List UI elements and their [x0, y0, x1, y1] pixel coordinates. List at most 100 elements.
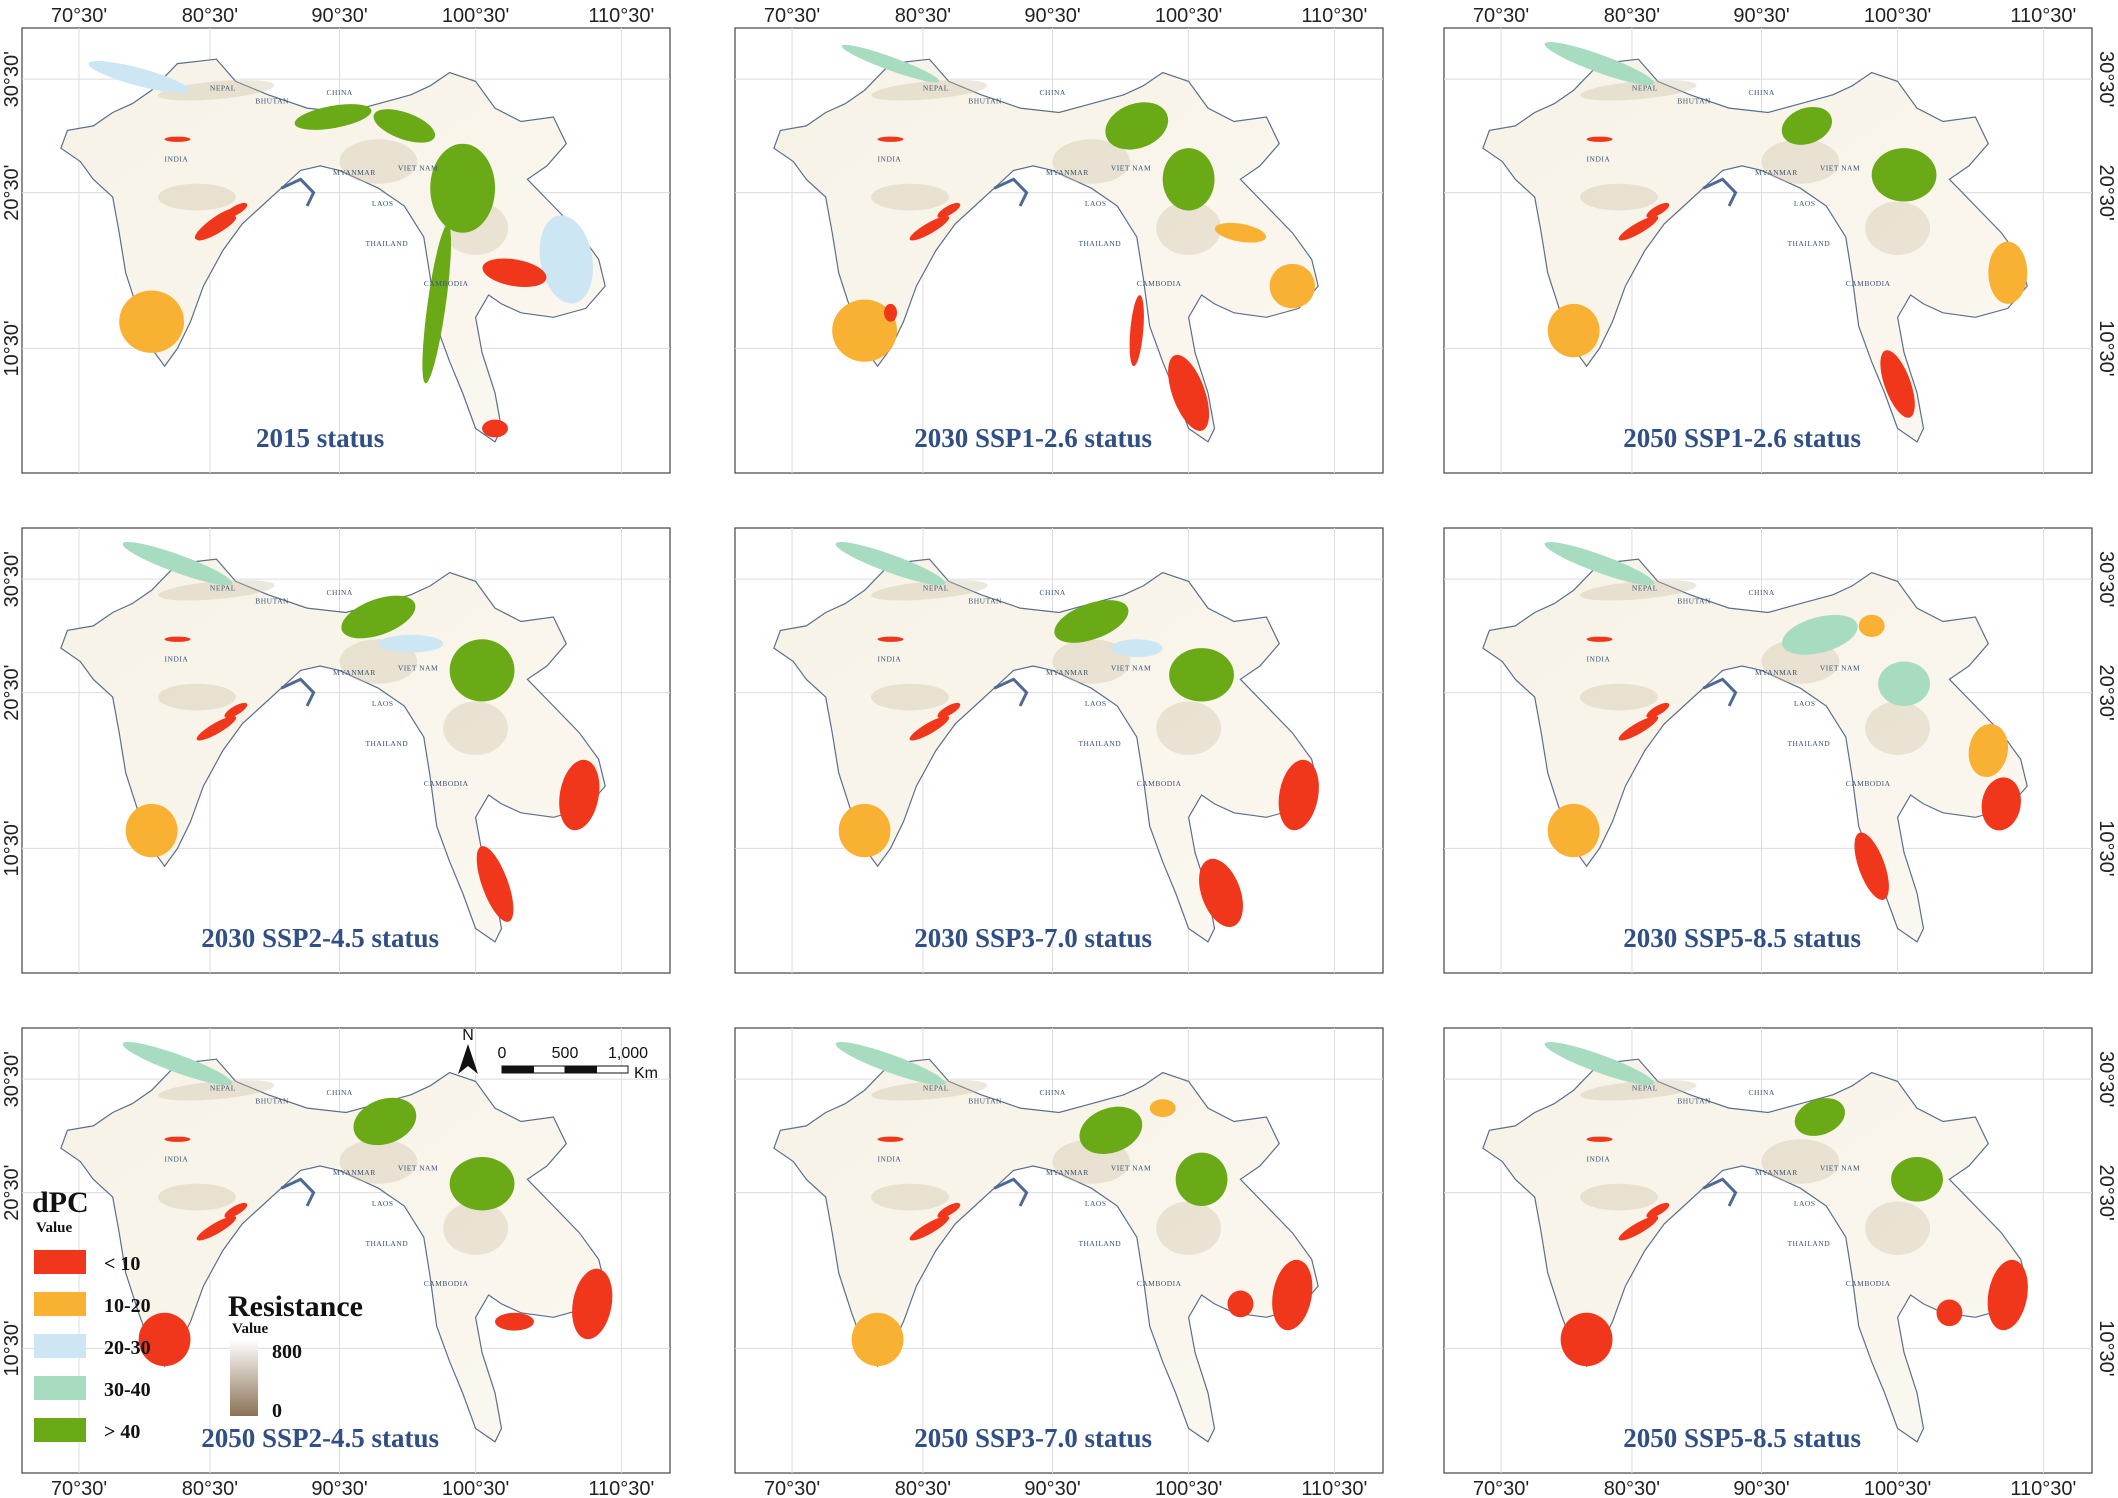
country-label: CHINA — [1749, 88, 1775, 97]
resistance-texture — [158, 580, 275, 601]
country-label: LAOS — [372, 199, 394, 208]
country-label: THAILAND — [1078, 239, 1121, 248]
country-label: VIET NAM — [1820, 663, 1860, 672]
country-label: CHINA — [1749, 588, 1775, 597]
country-label: LAOS — [372, 699, 394, 708]
longitude-label-bottom: 90°30' — [1024, 1478, 1080, 1498]
longitude-label-top: 80°30' — [182, 5, 238, 27]
dpc-patch — [294, 104, 372, 130]
resistance-texture — [158, 1080, 275, 1101]
resistance-texture — [339, 139, 418, 184]
country-label: INDIA — [878, 155, 902, 164]
coastline-delta — [993, 177, 1029, 207]
dpc-patch — [937, 702, 961, 718]
map-panel: NEPAL BHUTAN CHINA INDIA MYANMAR VIET NAM LAOS… — [1443, 27, 2093, 474]
dpc-patch — [122, 541, 233, 586]
dpc-patch — [572, 1268, 613, 1340]
longitude-label-top: 110°30' — [1301, 5, 1367, 27]
country-label: MYANMAR — [1046, 668, 1089, 677]
coastline-delta — [1702, 677, 1738, 707]
resistance-texture — [871, 683, 949, 711]
map-panel: NEPAL BHUTAN CHINA INDIA MYANMAR VIET NAM LAOS… — [1443, 1027, 2093, 1474]
country-label: BHUTAN — [255, 597, 289, 606]
dpc-patch — [224, 702, 248, 718]
country-label: BHUTAN — [255, 1097, 289, 1106]
resistance-texture — [158, 683, 236, 711]
resistance-texture — [1156, 1201, 1221, 1255]
country-label: CHINA — [1040, 88, 1066, 97]
country-label: LAOS — [1794, 199, 1816, 208]
country-label: THAILAND — [365, 739, 408, 748]
resistance-legend-title: Resistance — [228, 1290, 363, 1323]
longitude-label-bottom: 100°30' — [1864, 1478, 1931, 1498]
resistance-texture — [158, 1183, 236, 1211]
country-label: CAMBODIA — [424, 779, 469, 788]
country-label: NEPAL — [1632, 1083, 1658, 1092]
latitude-label-right: 10°30' — [2095, 320, 2117, 376]
country-label: INDIA — [1587, 155, 1611, 164]
dpc-patch — [559, 759, 600, 831]
resistance-texture — [1865, 1201, 1930, 1255]
dpc-legend-label: < 10 — [104, 1253, 140, 1275]
dpc-patch — [1214, 222, 1267, 243]
dpc-patch — [1618, 1216, 1659, 1241]
country-label: VIET NAM — [1820, 163, 1860, 172]
country-label: MYANMAR — [333, 668, 376, 677]
country-label: NEPAL — [210, 83, 236, 92]
dpc-patch — [937, 1202, 961, 1218]
longitude-label-top: 70°30' — [51, 5, 107, 27]
resistance-texture — [1052, 139, 1131, 184]
country-label: INDIA — [878, 1155, 902, 1164]
dpc-patch — [1054, 600, 1129, 643]
dpc-patch — [1272, 1259, 1313, 1331]
panel-title: 2030 SSP5-8.5 status — [1623, 923, 1861, 953]
dpc-patch — [1544, 41, 1655, 86]
country-label: BHUTAN — [1677, 1097, 1711, 1106]
country-label: CAMBODIA — [1846, 279, 1891, 288]
latitude-label-left: 30°30' — [1, 551, 23, 607]
dpc-patch — [482, 258, 547, 288]
latitude-label-right: 20°30' — [2095, 664, 2117, 720]
country-label: LAOS — [1085, 699, 1107, 708]
dpc-patch — [1794, 1098, 1845, 1136]
resistance-texture — [1580, 183, 1658, 211]
dpc-patch — [1981, 777, 2021, 831]
resistance-texture — [158, 80, 275, 101]
country-label: CAMBODIA — [424, 1279, 469, 1288]
dpc-patch — [224, 1202, 248, 1218]
longitude-label-bottom: 100°30' — [1155, 1478, 1222, 1498]
latitude-label-right: 30°30' — [2095, 51, 2117, 107]
longitude-label-bottom: 80°30' — [895, 1478, 951, 1498]
country-label: BHUTAN — [255, 97, 289, 106]
dpc-patch — [1988, 241, 2028, 304]
dpc-patch — [378, 634, 444, 653]
dpc-patch — [1781, 106, 1832, 145]
country-label: THAILAND — [365, 239, 408, 248]
longitude-label-bottom: 90°30' — [1733, 1478, 1789, 1498]
longitude-label-bottom: 100°30' — [442, 1478, 509, 1498]
country-label: CAMBODIA — [424, 279, 469, 288]
longitude-label-top: 100°30' — [1864, 5, 1931, 27]
landmass — [1482, 558, 2028, 943]
dpc-patch — [125, 803, 178, 858]
resistance-min-label: 0 — [272, 1400, 282, 1422]
dpc-legend-swatch — [34, 1292, 86, 1316]
dpc-patch — [373, 109, 436, 143]
dpc-patch — [138, 1312, 191, 1367]
longitude-label-top: 100°30' — [442, 5, 509, 27]
dpc-patch — [1936, 1299, 1963, 1327]
dpc-patch — [1878, 661, 1930, 706]
longitude-label-bottom: 70°30' — [1473, 1478, 1529, 1498]
dpc-legend-subtitle: Value — [36, 1220, 72, 1236]
dpc-patch — [1544, 1041, 1655, 1086]
dpc-patch — [877, 136, 904, 142]
dpc-patch — [1586, 1136, 1613, 1142]
country-label: CAMBODIA — [1846, 779, 1891, 788]
resistance-texture — [1580, 1183, 1658, 1211]
north-arrow-icon — [458, 1044, 478, 1074]
dpc-patch — [164, 136, 191, 142]
coastline-delta — [993, 677, 1029, 707]
resistance-legend-subtitle: Value — [232, 1321, 268, 1337]
